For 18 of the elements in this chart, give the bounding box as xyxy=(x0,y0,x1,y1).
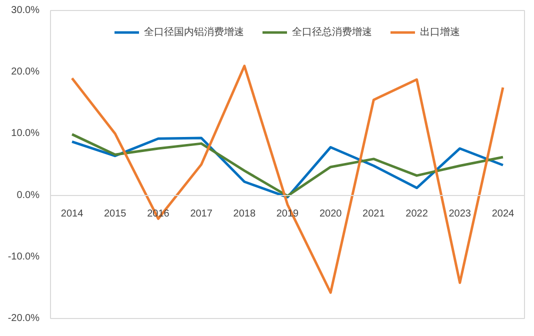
x-tick-label: 2014 xyxy=(60,208,84,220)
x-tick-label: 2020 xyxy=(319,208,342,220)
y-tick-label: 0.0% xyxy=(16,190,40,201)
x-tick-label: 2021 xyxy=(362,208,386,220)
x-tick-label: 2018 xyxy=(233,208,256,220)
y-tick-label: -20.0% xyxy=(8,313,40,324)
x-tick-label: 2024 xyxy=(492,208,515,220)
y-tick-label: 30.0% xyxy=(11,5,40,16)
legend-label: 全口径国内铝消费增速 xyxy=(144,26,244,39)
legend-label: 出口增速 xyxy=(420,26,460,39)
x-tick-label: 2017 xyxy=(190,208,213,220)
x-tick-label: 2022 xyxy=(406,208,428,220)
y-tick-label: 20.0% xyxy=(11,66,40,78)
legend-label: 全口径总消费增速 xyxy=(292,26,372,39)
x-tick-label: 2023 xyxy=(448,208,472,220)
y-tick-label: -10.0% xyxy=(8,251,40,262)
y-tick-label: 10.0% xyxy=(11,128,40,140)
x-tick-label: 2015 xyxy=(104,208,127,220)
